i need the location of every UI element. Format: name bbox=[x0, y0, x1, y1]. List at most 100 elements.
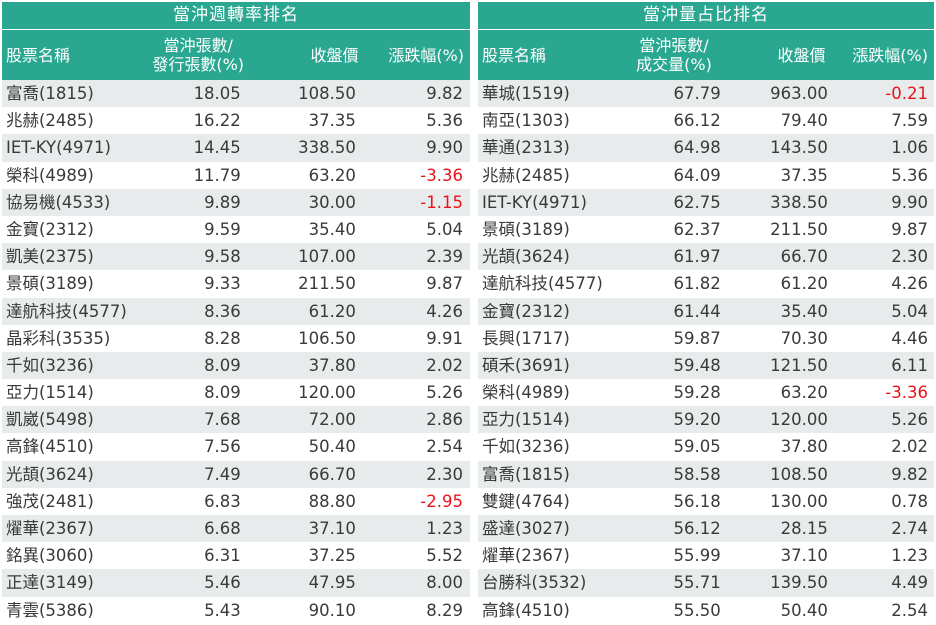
change-pct-cell: 5.36 bbox=[891, 165, 928, 185]
table-row: 千如(3236) 8.09 37.80 2.02 bbox=[2, 351, 470, 380]
ratio-cell: 59.87 bbox=[673, 328, 721, 348]
table-row: 亞力(1514) 59.20 120.00 5.26 bbox=[478, 406, 934, 434]
close-price-cell: 37.35 bbox=[780, 165, 828, 185]
close-price-cell: 72.00 bbox=[308, 410, 356, 430]
header-close-price: 收盤價 bbox=[777, 45, 826, 65]
close-price-cell: 107.00 bbox=[298, 247, 356, 267]
change-pct-cell: 0.78 bbox=[891, 491, 928, 511]
change-pct-cell: -3.36 bbox=[885, 383, 928, 403]
ratio-cell: 11.79 bbox=[193, 165, 241, 185]
table-row: 榮科(4989) 59.28 63.20 -3.36 bbox=[478, 379, 934, 407]
close-price-cell: 139.50 bbox=[770, 573, 828, 593]
change-pct-cell: 1.06 bbox=[891, 138, 928, 158]
ratio-cell: 6.68 bbox=[204, 519, 241, 538]
change-pct-cell: 5.36 bbox=[426, 111, 463, 131]
header-daytrade-volume-ratio: 當沖張數/成交量(%) bbox=[636, 36, 712, 74]
change-pct-cell: 1.23 bbox=[426, 519, 463, 538]
ratio-cell: 64.98 bbox=[673, 138, 721, 158]
table-row: 光頡(3624) 61.97 66.70 2.30 bbox=[478, 243, 934, 271]
right-table-title: 當沖量占比排名 bbox=[478, 2, 934, 29]
table-row: 正達(3149) 5.46 47.95 8.00 bbox=[2, 569, 470, 597]
table-row: 晶彩科(3535) 8.28 106.50 9.91 bbox=[2, 324, 470, 352]
stock-name-cell: 青雲(5386) bbox=[6, 600, 94, 620]
header-change-pct: 漲跌幅(%) bbox=[388, 45, 465, 65]
close-price-cell: 66.70 bbox=[780, 247, 828, 267]
change-pct-cell: 9.87 bbox=[426, 274, 463, 294]
ratio-cell: 58.58 bbox=[673, 464, 721, 484]
ratio-cell: 8.36 bbox=[204, 301, 241, 321]
table-row: 凱崴(5498) 7.68 72.00 2.86 bbox=[2, 406, 470, 434]
ratio-cell: 9.89 bbox=[204, 192, 241, 212]
change-pct-cell: 4.26 bbox=[426, 301, 463, 321]
change-pct-cell: -1.15 bbox=[420, 192, 463, 212]
ratio-cell: 59.20 bbox=[673, 410, 721, 430]
ratio-cell: 6.83 bbox=[204, 491, 241, 511]
change-pct-cell: 4.26 bbox=[891, 274, 928, 294]
table-row: 協易機(4533) 9.89 30.00 -1.15 bbox=[2, 188, 470, 216]
change-pct-cell: 9.82 bbox=[891, 464, 928, 484]
close-price-cell: 35.40 bbox=[780, 301, 828, 321]
close-price-cell: 70.30 bbox=[780, 328, 828, 348]
stock-name-cell: 亞力(1514) bbox=[6, 383, 94, 403]
table-row: 凱美(2375) 9.58 107.00 2.39 bbox=[2, 243, 470, 271]
header-close-price: 收盤價 bbox=[310, 45, 359, 65]
close-price-cell: 338.50 bbox=[770, 192, 828, 212]
stock-name-cell: 景碩(3189) bbox=[482, 219, 570, 239]
change-pct-cell: 5.52 bbox=[426, 546, 463, 566]
ratio-cell: 55.50 bbox=[673, 600, 721, 620]
change-pct-cell: 2.39 bbox=[426, 247, 463, 267]
ratio-cell: 59.48 bbox=[673, 355, 721, 375]
close-price-cell: 963.00 bbox=[770, 84, 828, 103]
close-price-cell: 106.50 bbox=[298, 328, 356, 348]
header-change-pct: 漲跌幅(%) bbox=[852, 45, 928, 65]
close-price-cell: 30.00 bbox=[308, 192, 356, 212]
table-row: 千如(3236) 59.05 37.80 2.02 bbox=[478, 433, 934, 461]
ratio-cell: 8.09 bbox=[204, 355, 241, 375]
ratio-cell: 62.37 bbox=[673, 219, 721, 239]
ratio-cell: 61.44 bbox=[673, 301, 721, 321]
change-pct-cell: -2.95 bbox=[420, 491, 463, 511]
close-price-cell: 50.40 bbox=[780, 600, 828, 620]
ratio-cell: 9.33 bbox=[204, 274, 241, 294]
header-stock-name: 股票名稱 bbox=[482, 45, 547, 65]
stock-name-cell: 南亞(1303) bbox=[482, 111, 570, 131]
change-pct-cell: 2.54 bbox=[426, 437, 463, 457]
ratio-cell: 61.82 bbox=[673, 274, 721, 294]
change-pct-cell: 9.82 bbox=[426, 84, 463, 103]
stock-name-cell: IET-KY(4971) bbox=[6, 138, 111, 158]
table-row: 兆赫(2485) 16.22 37.35 5.36 bbox=[2, 107, 470, 135]
close-price-cell: 37.80 bbox=[780, 437, 828, 457]
close-price-cell: 79.40 bbox=[780, 111, 828, 131]
close-price-cell: 63.20 bbox=[308, 165, 356, 185]
table-row: 亞力(1514) 8.09 120.00 5.26 bbox=[2, 379, 470, 407]
close-price-cell: 61.20 bbox=[780, 274, 828, 294]
change-pct-cell: 9.91 bbox=[426, 328, 463, 348]
stock-name-cell: 燿華(2367) bbox=[482, 546, 570, 566]
change-pct-cell: 8.29 bbox=[426, 600, 463, 620]
stock-name-cell: 長興(1717) bbox=[482, 328, 570, 348]
change-pct-cell: -3.36 bbox=[420, 165, 463, 185]
ratio-cell: 9.59 bbox=[204, 219, 241, 239]
change-pct-cell: 4.49 bbox=[891, 573, 928, 593]
stock-name-cell: 達航科技(4577) bbox=[6, 301, 127, 321]
ratio-cell: 14.45 bbox=[193, 138, 241, 158]
stock-name-cell: 凱崴(5498) bbox=[6, 410, 94, 430]
stock-name-cell: 光頡(3624) bbox=[482, 247, 570, 267]
stock-name-cell: 達航科技(4577) bbox=[482, 274, 603, 294]
ratio-cell: 16.22 bbox=[193, 111, 241, 131]
ratio-cell: 8.28 bbox=[204, 328, 241, 348]
stock-name-cell: 凱美(2375) bbox=[6, 247, 94, 267]
stock-name-cell: 華通(2313) bbox=[482, 138, 570, 158]
table-row: 兆赫(2485) 64.09 37.35 5.36 bbox=[478, 161, 934, 189]
table-row: IET-KY(4971) 62.75 338.50 9.90 bbox=[478, 188, 934, 216]
ratio-cell: 59.28 bbox=[673, 383, 721, 403]
day-trade-volume-share-panel: 當沖量占比排名 股票名稱 當沖張數/成交量(%) 收盤價 漲跌幅(%) 華城(1… bbox=[478, 2, 934, 624]
close-price-cell: 121.50 bbox=[770, 355, 828, 375]
ratio-cell: 55.71 bbox=[673, 573, 721, 593]
close-price-cell: 61.20 bbox=[308, 301, 356, 321]
stock-name-cell: 榮科(4989) bbox=[6, 165, 94, 185]
left-table-title: 當沖週轉率排名 bbox=[2, 2, 470, 29]
stock-name-cell: 台勝科(3532) bbox=[482, 573, 587, 593]
ratio-cell: 56.12 bbox=[673, 519, 721, 538]
